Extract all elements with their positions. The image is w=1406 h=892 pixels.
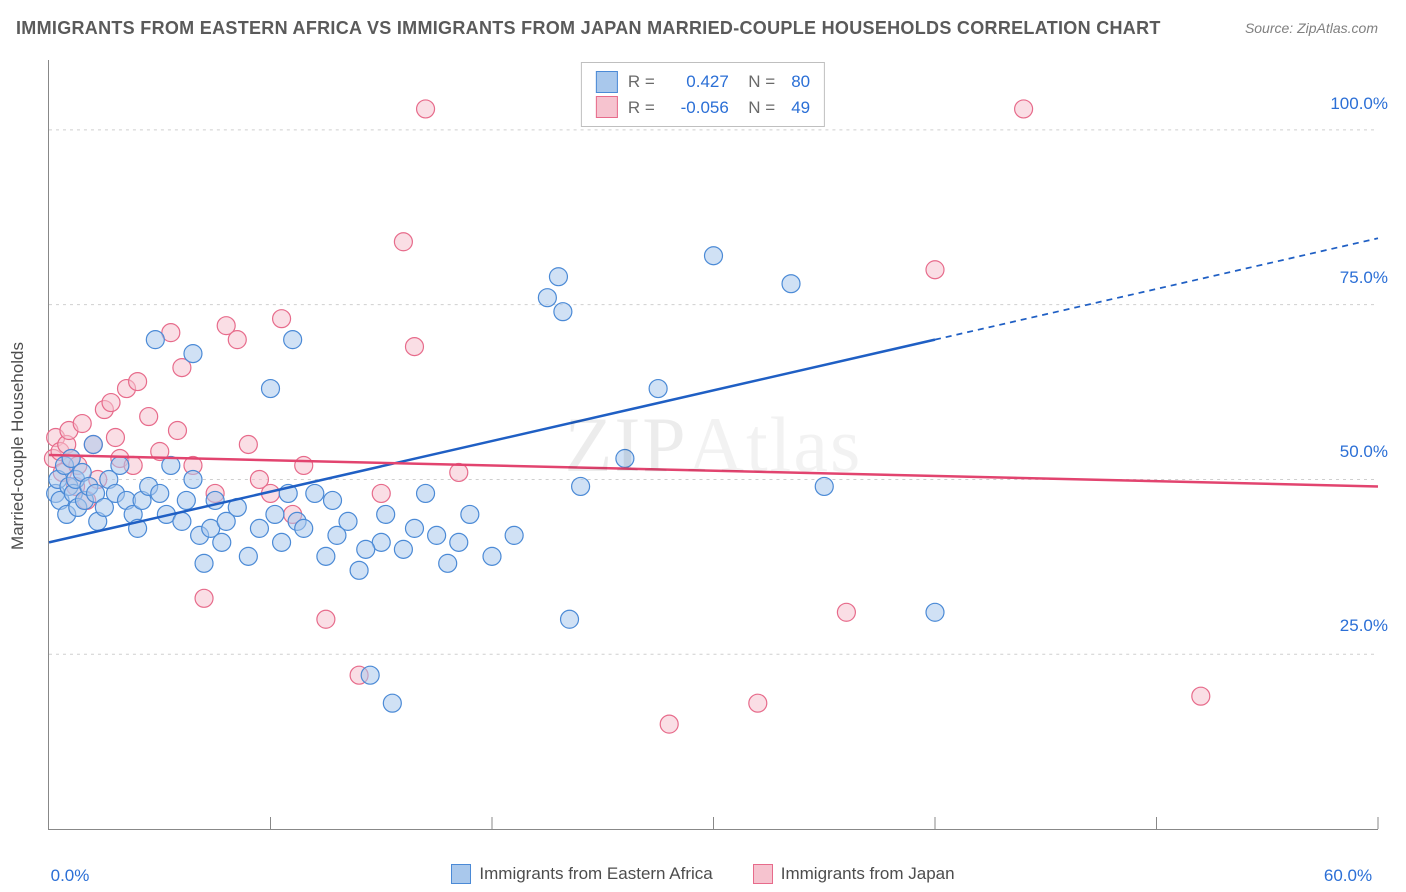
swatch-icon [451, 864, 471, 884]
y-tick-label: 100.0% [1330, 94, 1388, 114]
y-axis-title: Married-couple Households [8, 342, 28, 550]
swatch-icon [753, 864, 773, 884]
y-tick-label: 25.0% [1340, 616, 1388, 636]
correlation-legend: R = 0.427 N = 80 R = -0.056 N = 49 [581, 62, 825, 127]
series-legend: Immigrants from Eastern Africa Immigrant… [0, 864, 1406, 884]
chart-title: IMMIGRANTS FROM EASTERN AFRICA VS IMMIGR… [16, 18, 1161, 39]
stat-r-value: 0.427 [665, 69, 729, 95]
stat-n-value: 80 [791, 69, 810, 95]
chart-svg [49, 60, 1378, 829]
stat-label: N = [739, 95, 775, 121]
stat-label: N = [739, 69, 775, 95]
plot-area: ZIPAtlas [48, 60, 1378, 830]
legend-label: Immigrants from Japan [781, 864, 955, 884]
legend-item: Immigrants from Eastern Africa [451, 864, 712, 884]
stat-r-value: -0.056 [665, 95, 729, 121]
swatch-icon [596, 96, 618, 118]
stat-label: R = [628, 95, 655, 121]
y-tick-label: 50.0% [1340, 442, 1388, 462]
correlation-row: R = -0.056 N = 49 [596, 95, 810, 121]
legend-label: Immigrants from Eastern Africa [479, 864, 712, 884]
correlation-row: R = 0.427 N = 80 [596, 69, 810, 95]
stat-label: R = [628, 69, 655, 95]
chart-source: Source: ZipAtlas.com [1245, 20, 1378, 36]
swatch-icon [596, 71, 618, 93]
legend-item: Immigrants from Japan [753, 864, 955, 884]
stat-n-value: 49 [791, 95, 810, 121]
y-tick-label: 75.0% [1340, 268, 1388, 288]
